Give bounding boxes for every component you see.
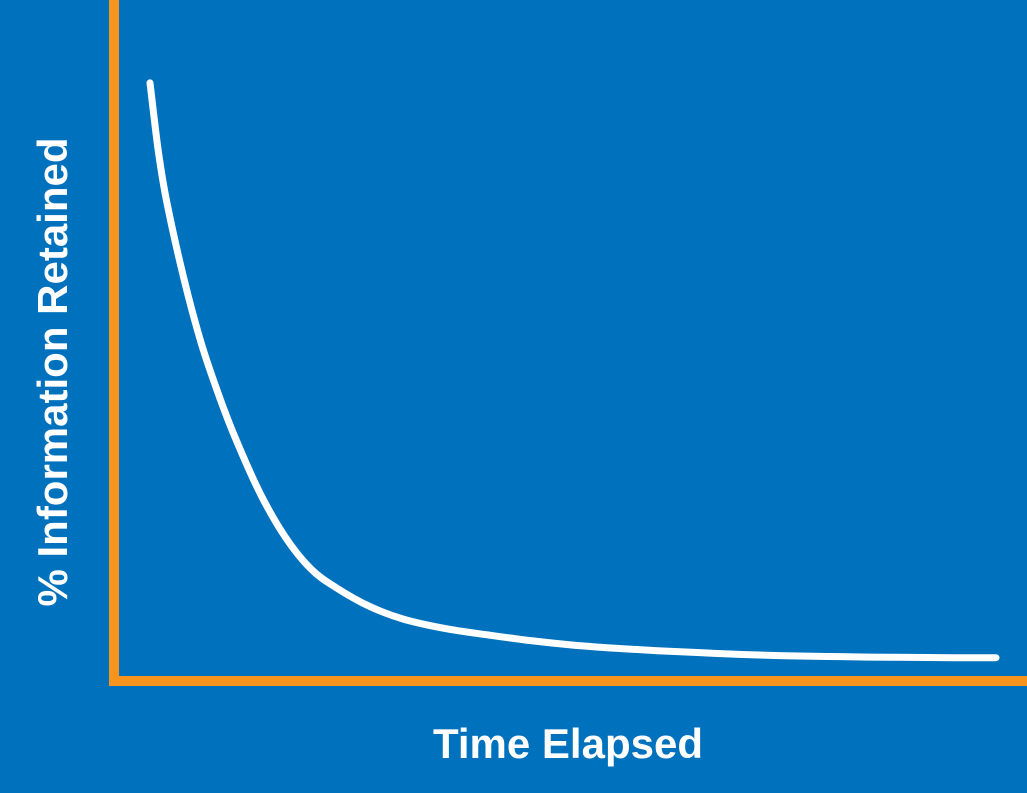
series-line-retention: [146, 79, 1000, 662]
x-axis-label: Time Elapsed: [433, 720, 703, 767]
y-axis-label: % Information Retained: [29, 137, 76, 606]
